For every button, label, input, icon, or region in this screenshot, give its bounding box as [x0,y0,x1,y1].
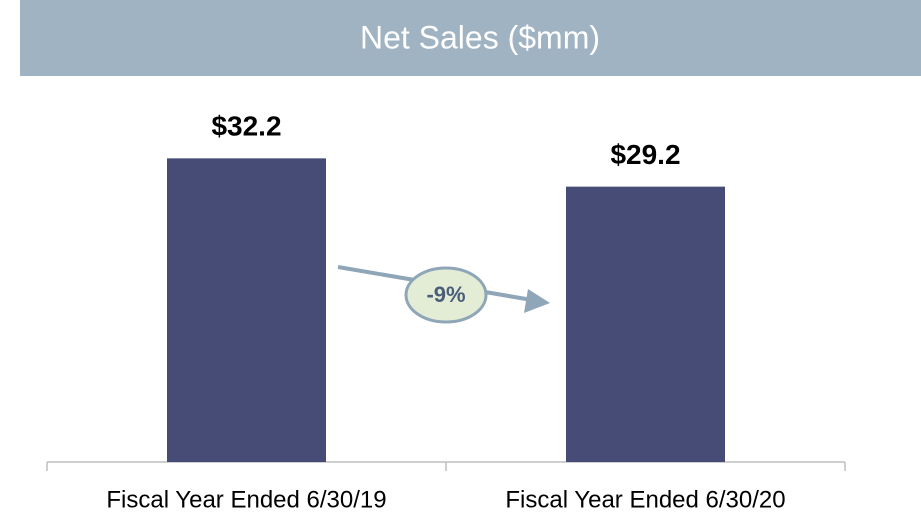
title-band [20,0,921,76]
chart-title: Net Sales ($mm) [360,19,600,55]
bar [167,158,326,462]
change-arrow [337,265,550,324]
change-label: -9% [426,282,465,307]
bar [566,186,725,463]
value-label: $29.2 [610,139,680,170]
x-tick-label: Fiscal Year Ended 6/30/19 [106,486,386,513]
value-label: $32.2 [211,111,281,142]
x-tick-label: Fiscal Year Ended 6/30/20 [505,486,785,513]
